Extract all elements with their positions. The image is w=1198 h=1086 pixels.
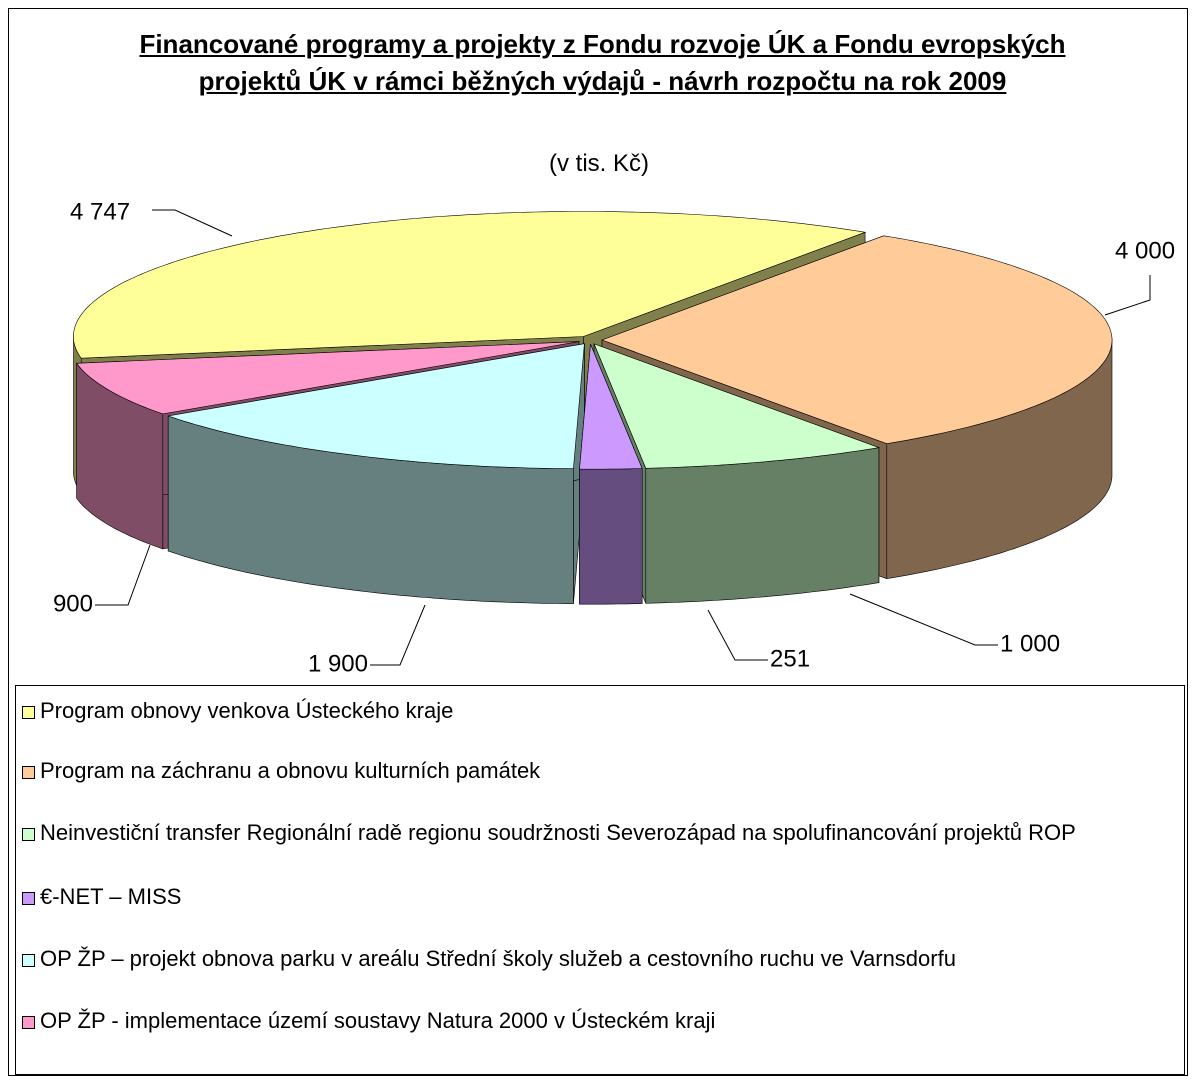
- leader-line: [152, 209, 233, 237]
- data-label: 251: [770, 645, 810, 672]
- legend-label: Neinvestiční transfer Regionální radě re…: [40, 820, 1076, 845]
- data-label: 900: [53, 590, 93, 617]
- data-label: 4 000: [1115, 237, 1175, 264]
- slice: [601, 235, 1113, 445]
- legend-swatch: [22, 892, 35, 905]
- legend-label: Program na záchranu a obnovu kulturních …: [40, 758, 541, 783]
- legend-label: OP ŽP - implementace území soustavy Natu…: [40, 1008, 716, 1033]
- chart-title: Financované programy a projekty z Fondu …: [139, 29, 1066, 96]
- legend-label: €-NET – MISS: [40, 884, 182, 909]
- chart: 4 747 4 000 1 000 251 1 900 900: [53, 198, 1175, 677]
- data-label: 1 000: [1000, 630, 1060, 657]
- legend-swatch: [22, 828, 35, 841]
- leader-line: [707, 609, 768, 661]
- legend-label: OP ŽP – projekt obnova parku v areálu St…: [40, 946, 956, 971]
- slice: [76, 341, 579, 415]
- data-label: 4 747: [70, 198, 130, 225]
- legend-swatch: [22, 706, 35, 719]
- slice: [73, 211, 867, 359]
- legend-swatch: [22, 954, 35, 967]
- leader-line: [849, 593, 998, 646]
- leader-line: [95, 544, 151, 606]
- legend-swatch: [22, 1016, 35, 1029]
- chart-frame: [8, 8, 1188, 1076]
- chart-subtitle: (v tis. Kč): [549, 150, 649, 177]
- slice: [168, 343, 585, 470]
- data-label: 1 900: [308, 650, 368, 677]
- leader-line: [1104, 275, 1151, 316]
- slice-side: [579, 468, 643, 605]
- slice: [579, 344, 643, 470]
- slice-side: [645, 447, 880, 604]
- slice: [593, 343, 881, 469]
- leader-line: [370, 604, 426, 666]
- legend: Program obnovy venkova Ústeckého kraje Pr…: [15, 685, 1185, 1075]
- legend-swatch: [22, 766, 35, 779]
- legend-label: Program obnovy venkova Ústeckého kraje: [40, 698, 454, 723]
